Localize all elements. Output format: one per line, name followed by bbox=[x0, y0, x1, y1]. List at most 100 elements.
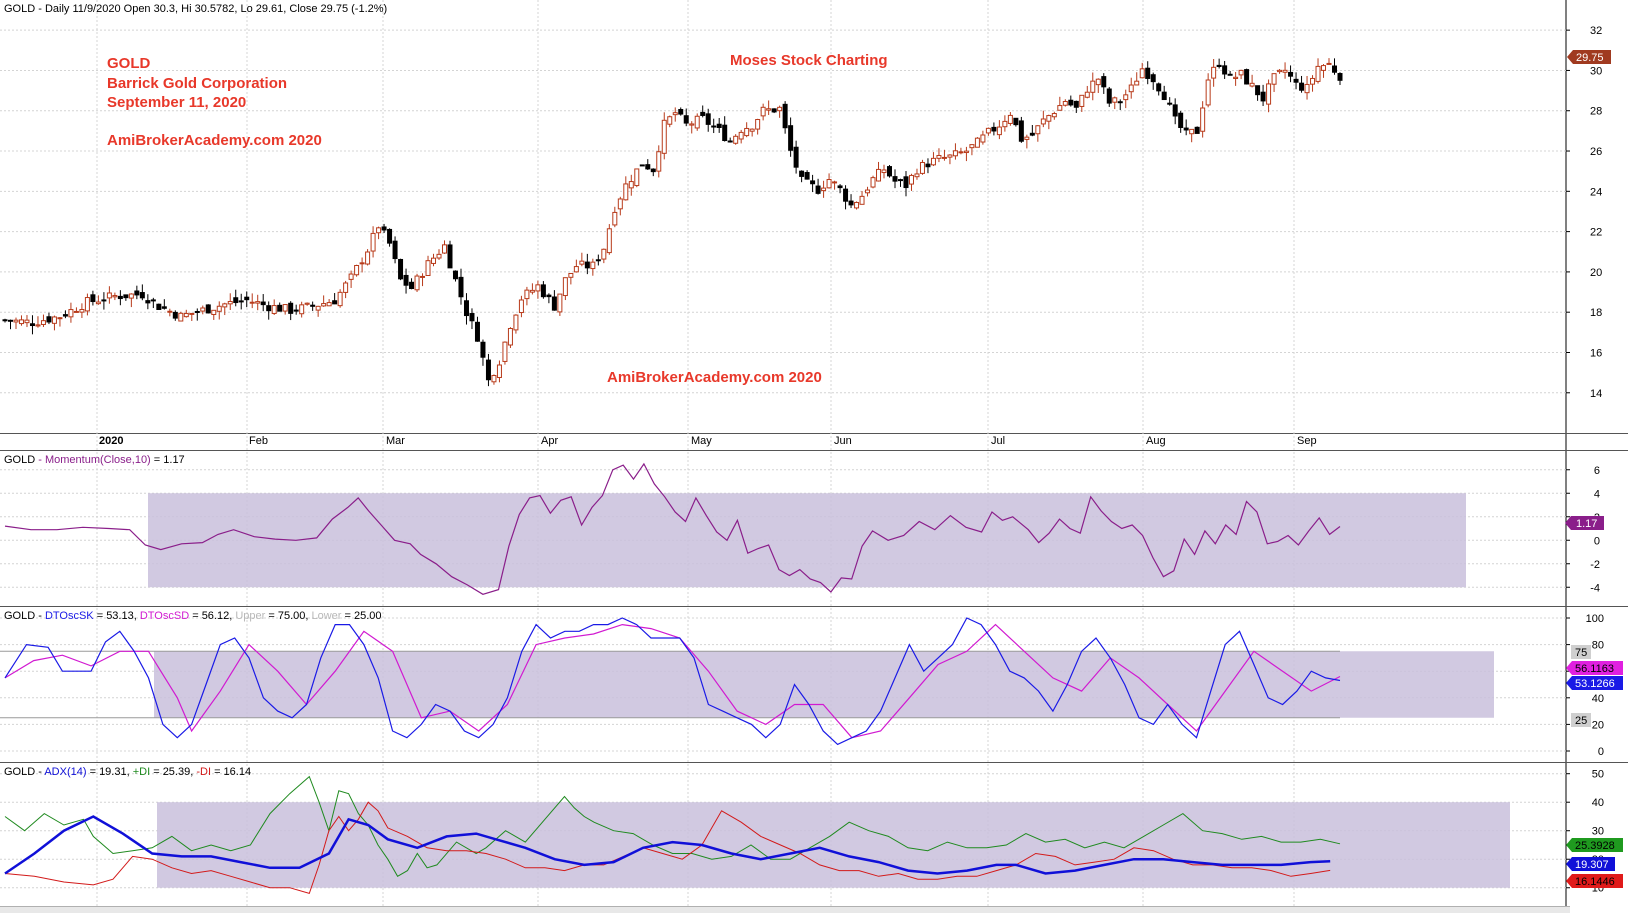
candle-up bbox=[414, 275, 420, 291]
adx-header-symbol: GOLD - bbox=[4, 766, 44, 778]
candle-up bbox=[222, 303, 228, 308]
candle-up bbox=[1040, 118, 1046, 125]
candle-up bbox=[628, 181, 634, 189]
candle-up bbox=[1046, 115, 1052, 122]
annotation-date: September 11, 2020 bbox=[107, 94, 246, 111]
candle-down bbox=[843, 188, 849, 202]
candle-down bbox=[409, 281, 415, 290]
candle-up bbox=[1084, 91, 1090, 98]
candle-up bbox=[985, 127, 991, 134]
candle-up bbox=[420, 275, 426, 278]
candle-up bbox=[1057, 105, 1063, 111]
candle-up bbox=[299, 304, 305, 315]
candle-down bbox=[892, 176, 898, 182]
candle-up bbox=[969, 144, 975, 149]
candle-up bbox=[1271, 73, 1277, 85]
adx-pdi-tag: 25.3928 bbox=[1575, 840, 1615, 852]
candle-up bbox=[919, 161, 925, 174]
candle-up bbox=[876, 168, 882, 182]
candle-up bbox=[1304, 83, 1310, 94]
candle-down bbox=[1073, 100, 1079, 108]
candle-up bbox=[13, 319, 19, 323]
candle-down bbox=[332, 300, 338, 305]
sheet-tab-strip[interactable] bbox=[0, 906, 1570, 913]
candle-up bbox=[68, 309, 74, 318]
candle-up bbox=[442, 244, 448, 254]
candle-up bbox=[1090, 80, 1096, 93]
annotation-company: Barrick Gold Corporation bbox=[107, 75, 287, 92]
candle-down bbox=[1101, 76, 1107, 88]
adx-line bbox=[4, 815, 1331, 875]
candle-down bbox=[639, 164, 645, 167]
stoch-header-sk: DTOscSK bbox=[45, 610, 94, 622]
candle-up bbox=[40, 320, 46, 325]
candle-up bbox=[865, 189, 871, 194]
candle-down bbox=[645, 164, 651, 170]
candle-up bbox=[1315, 65, 1321, 82]
candle-up bbox=[321, 303, 327, 307]
candle-up bbox=[1200, 107, 1206, 132]
candle-up bbox=[79, 308, 85, 313]
adx-header-pdi: +DI bbox=[133, 766, 150, 778]
candle-up bbox=[777, 106, 783, 112]
candle-up bbox=[760, 106, 766, 117]
candle-up bbox=[1205, 79, 1211, 106]
candle-up bbox=[694, 115, 700, 129]
candle-down bbox=[1332, 65, 1338, 73]
month-label: Jun bbox=[834, 435, 852, 447]
candle-down bbox=[233, 297, 239, 304]
candle-up bbox=[963, 150, 969, 154]
candle-down bbox=[991, 126, 997, 132]
candle-down bbox=[150, 299, 156, 302]
candle-down bbox=[398, 258, 404, 280]
candle-down bbox=[293, 309, 299, 312]
candle-up bbox=[1139, 68, 1145, 79]
candle-up bbox=[1112, 97, 1118, 103]
candle-down bbox=[793, 146, 799, 168]
candle-down bbox=[815, 185, 821, 194]
momentum-header: GOLD - Momentum(Close,10) = 1.17 bbox=[4, 454, 185, 466]
price-tick-label: 28 bbox=[1590, 106, 1602, 118]
momentum-header-indicator: - Momentum(Close,10) bbox=[35, 454, 151, 466]
candle-down bbox=[145, 300, 151, 304]
candle-down bbox=[101, 299, 107, 302]
candle-up bbox=[1062, 100, 1068, 106]
candle-down bbox=[310, 304, 316, 307]
candle-up bbox=[227, 300, 233, 305]
candle-down bbox=[244, 296, 250, 301]
stoch-tick-label: 40 bbox=[1592, 693, 1604, 705]
stoch-sd-tag-bg bbox=[1566, 661, 1623, 675]
candle-up bbox=[315, 305, 321, 311]
momentum-header-symbol: GOLD bbox=[4, 454, 35, 466]
candle-up bbox=[870, 177, 876, 188]
adx-header-adx: ADX(14) bbox=[44, 766, 86, 778]
candle-up bbox=[634, 168, 640, 187]
momentum-tag-bg bbox=[1565, 516, 1604, 530]
candle-up bbox=[562, 277, 568, 297]
candle-up bbox=[1079, 94, 1085, 107]
stoch-tick-label: 80 bbox=[1592, 640, 1604, 652]
candle-up bbox=[689, 123, 695, 126]
candle-down bbox=[1293, 78, 1299, 83]
candle-up bbox=[183, 312, 189, 318]
candle-down bbox=[2, 319, 8, 322]
price-tick-label: 22 bbox=[1590, 227, 1602, 239]
candle-down bbox=[799, 170, 805, 177]
candle-up bbox=[524, 289, 530, 300]
month-label: Sep bbox=[1297, 435, 1317, 447]
candle-down bbox=[1244, 69, 1250, 85]
candle-up bbox=[1128, 84, 1134, 93]
candle-down bbox=[123, 294, 129, 299]
candle-up bbox=[249, 301, 255, 304]
candle-up bbox=[128, 293, 134, 299]
candle-down bbox=[447, 244, 453, 269]
candle-up bbox=[529, 289, 535, 293]
candle-up bbox=[425, 260, 431, 277]
candle-up bbox=[1035, 125, 1041, 135]
candle-down bbox=[1227, 73, 1233, 76]
momentum-tick-label: 6 bbox=[1594, 465, 1600, 477]
candle-up bbox=[947, 154, 953, 158]
adx-header-adx-value: = 19.31, bbox=[87, 766, 133, 778]
candle-up bbox=[1266, 83, 1272, 105]
